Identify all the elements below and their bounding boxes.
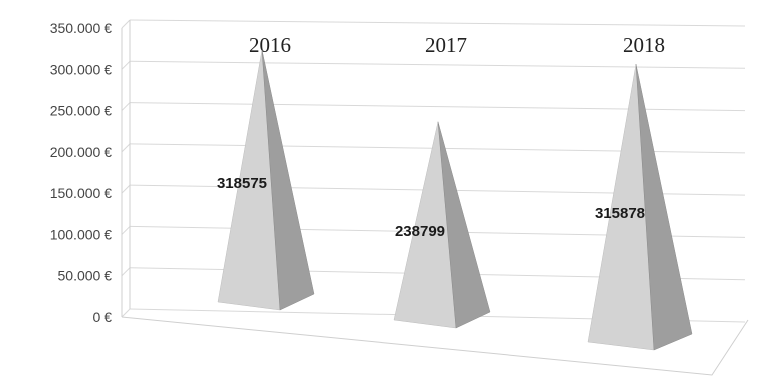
- y-axis-tick-labels: 0 € 50.000 € 100.000 € 150.000 € 200.000 € 25…: [50, 20, 113, 325]
- category-labels: 2016 2017 2018: [249, 33, 665, 57]
- axis-tick: [121, 184, 131, 194]
- pyramid-bars: [217, 49, 693, 351]
- pyramid-side-face: [261, 49, 315, 311]
- gridline: [129, 102, 746, 112]
- axis-tick: [121, 102, 131, 111]
- y-tick-label: 350.000 €: [50, 20, 112, 36]
- y-tick-label: 200.000 €: [50, 144, 112, 160]
- y-tick-label: 250.000 €: [50, 103, 112, 119]
- category-label: 2017: [425, 33, 467, 57]
- plot-frame: [121, 20, 749, 376]
- axis-tick: [121, 226, 131, 235]
- y-tick-label: 150.000 €: [50, 185, 112, 201]
- axis-tick: [121, 143, 131, 153]
- floor-edge: [121, 316, 749, 376]
- y-tick-label: 100.000 €: [50, 226, 112, 242]
- axis-tick: [121, 60, 131, 70]
- axis-tick: [121, 19, 131, 29]
- gridline: [129, 60, 746, 69]
- y-tick-label: 50.000 €: [58, 268, 113, 284]
- pyramid-bar: [587, 64, 693, 351]
- y-tick-label: 300.000 €: [50, 61, 112, 77]
- data-labels: 318575 238799 315878: [217, 175, 645, 240]
- y-tick-label: 0 €: [93, 309, 113, 325]
- data-label: 318575: [217, 175, 267, 192]
- gridline: [129, 19, 746, 27]
- pyramid-side-face: [437, 121, 491, 329]
- category-label: 2016: [249, 33, 291, 57]
- pyramid-bar: [393, 121, 491, 329]
- axis-tick: [121, 308, 131, 318]
- pyramid-side-face: [635, 64, 693, 351]
- category-label: 2018: [623, 33, 665, 57]
- data-label: 315878: [595, 205, 645, 222]
- axis-tick: [121, 267, 131, 277]
- data-label: 238799: [395, 223, 445, 240]
- pyramid-bar: [217, 49, 315, 311]
